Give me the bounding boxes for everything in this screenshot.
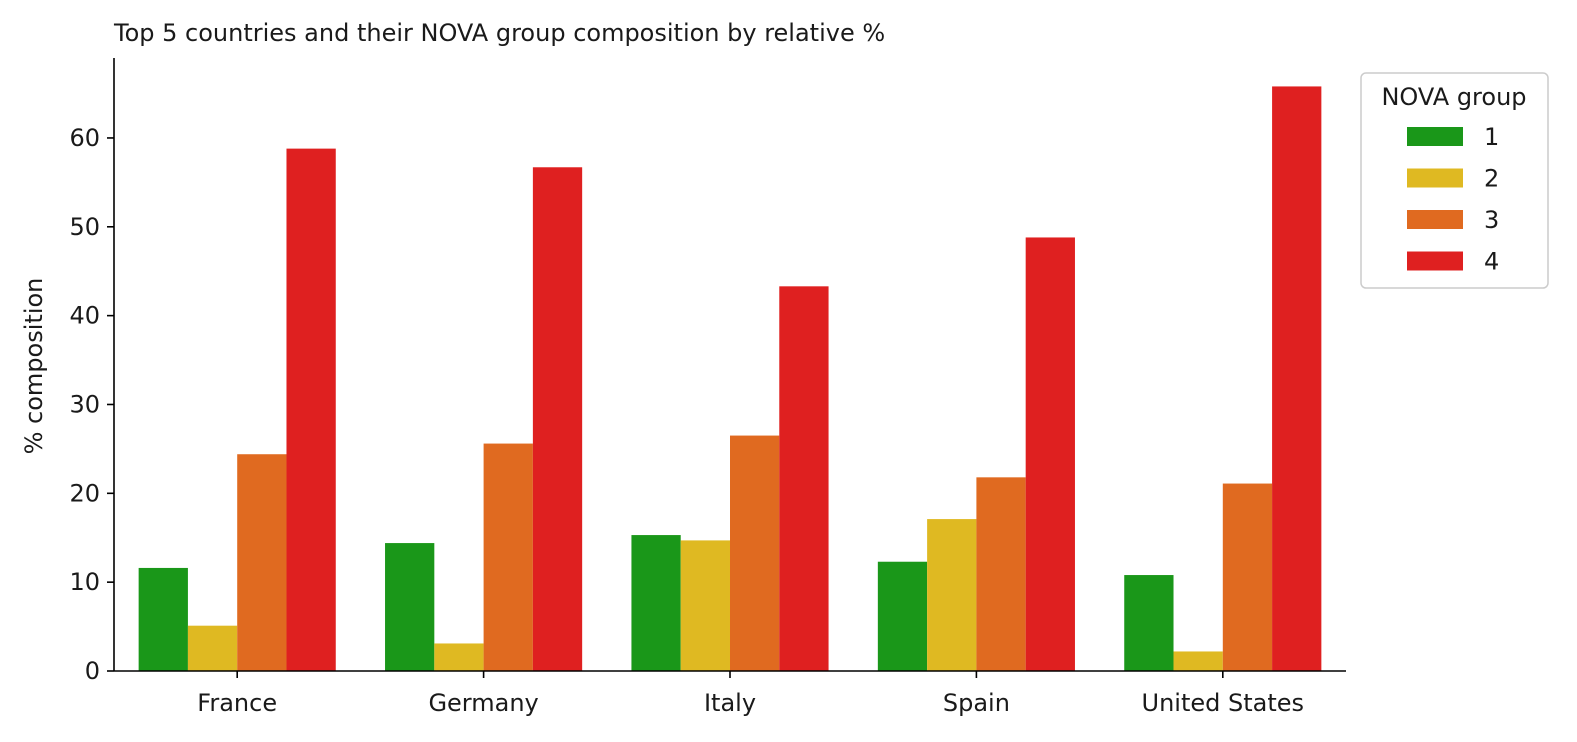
legend: NOVA group 1 2 3 4 bbox=[1360, 72, 1549, 289]
bars-layer bbox=[138, 86, 1322, 672]
y-tick-label: 30 bbox=[69, 390, 100, 418]
bar-united-states-group-3 bbox=[1222, 483, 1273, 671]
legend-label-1: 1 bbox=[1484, 123, 1499, 151]
bar-italy-group-2 bbox=[680, 540, 730, 671]
legend-swatch-1 bbox=[1407, 127, 1463, 146]
legend-swatch-3 bbox=[1407, 210, 1463, 229]
bar-spain-group-3 bbox=[976, 477, 1026, 671]
bar-united-states-group-4 bbox=[1272, 86, 1322, 672]
bar-germany-group-4 bbox=[532, 167, 583, 671]
bar-italy-group-3 bbox=[730, 435, 780, 671]
chart-title: Top 5 countries and their NOVA group com… bbox=[113, 19, 885, 47]
x-tick-label-france: France bbox=[197, 689, 277, 717]
bar-germany-group-2 bbox=[434, 643, 484, 671]
bar-spain-group-2 bbox=[927, 519, 977, 671]
x-axis: France Germany Italy Spain United States bbox=[114, 670, 1346, 717]
y-tick-label: 50 bbox=[69, 213, 100, 241]
bar-germany-group-3 bbox=[483, 443, 533, 671]
bar-spain-group-4 bbox=[1025, 237, 1075, 671]
legend-swatch-4 bbox=[1407, 251, 1463, 271]
bar-germany-group-1 bbox=[385, 543, 435, 671]
y-axis: 0 10 20 30 40 50 60 bbox=[69, 58, 115, 685]
bar-france-group-1 bbox=[138, 567, 188, 671]
bar-italy-group-4 bbox=[779, 286, 829, 671]
x-tick-label-germany: Germany bbox=[428, 689, 538, 717]
y-axis-label: % composition bbox=[20, 278, 48, 455]
bar-spain-group-1 bbox=[877, 561, 928, 671]
legend-label-3: 3 bbox=[1484, 206, 1499, 234]
bar-france-group-2 bbox=[187, 625, 238, 671]
y-tick-label: 10 bbox=[69, 568, 100, 596]
y-tick-label: 0 bbox=[85, 657, 100, 685]
x-tick-label-united-states: United States bbox=[1142, 689, 1305, 717]
legend-label-2: 2 bbox=[1484, 165, 1499, 193]
y-tick-label: 60 bbox=[69, 124, 100, 152]
legend-title: NOVA group bbox=[1381, 83, 1526, 111]
legend-label-4: 4 bbox=[1484, 248, 1499, 276]
bar-france-group-3 bbox=[237, 454, 287, 671]
bar-united-states-group-2 bbox=[1173, 651, 1223, 671]
x-tick-label-spain: Spain bbox=[943, 689, 1010, 717]
bar-italy-group-1 bbox=[631, 535, 681, 671]
x-tick-label-italy: Italy bbox=[704, 689, 756, 717]
y-tick-label: 40 bbox=[69, 302, 100, 330]
bar-united-states-group-1 bbox=[1124, 575, 1174, 671]
legend-swatch-2 bbox=[1407, 168, 1463, 188]
bar-france-group-4 bbox=[286, 148, 336, 671]
y-tick-label: 20 bbox=[69, 479, 100, 507]
